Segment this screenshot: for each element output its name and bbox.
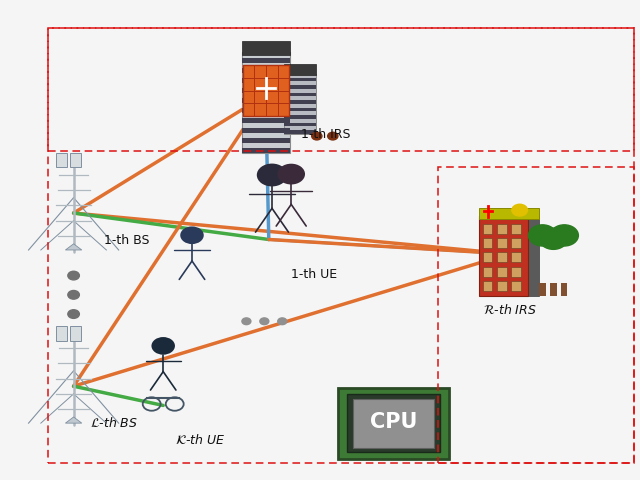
FancyBboxPatch shape bbox=[483, 224, 493, 234]
FancyBboxPatch shape bbox=[561, 284, 568, 297]
FancyBboxPatch shape bbox=[284, 79, 316, 82]
Bar bbox=[48, 29, 634, 151]
Text: 1-th BS: 1-th BS bbox=[104, 233, 150, 247]
Circle shape bbox=[278, 318, 287, 325]
Circle shape bbox=[328, 133, 338, 141]
Circle shape bbox=[260, 318, 269, 325]
FancyBboxPatch shape bbox=[242, 59, 289, 63]
Polygon shape bbox=[65, 417, 82, 423]
Circle shape bbox=[257, 164, 287, 187]
FancyBboxPatch shape bbox=[242, 109, 289, 113]
FancyBboxPatch shape bbox=[70, 326, 81, 341]
FancyBboxPatch shape bbox=[284, 86, 316, 89]
FancyBboxPatch shape bbox=[540, 284, 546, 297]
Text: $\mathcal{R}$-th IRS: $\mathcal{R}$-th IRS bbox=[483, 302, 537, 317]
FancyBboxPatch shape bbox=[284, 101, 316, 104]
FancyBboxPatch shape bbox=[353, 399, 434, 448]
Text: $\mathcal{K}$-th UE: $\mathcal{K}$-th UE bbox=[175, 432, 225, 446]
FancyBboxPatch shape bbox=[242, 99, 289, 104]
FancyBboxPatch shape bbox=[497, 239, 507, 249]
FancyBboxPatch shape bbox=[242, 79, 289, 84]
Bar bbox=[438, 168, 634, 463]
Circle shape bbox=[68, 310, 79, 319]
Circle shape bbox=[68, 291, 79, 300]
Text: $\mathcal{L}$-th BS: $\mathcal{L}$-th BS bbox=[90, 415, 138, 430]
FancyBboxPatch shape bbox=[550, 284, 557, 297]
FancyBboxPatch shape bbox=[242, 89, 289, 94]
Circle shape bbox=[152, 337, 175, 355]
FancyBboxPatch shape bbox=[479, 208, 539, 219]
FancyBboxPatch shape bbox=[511, 224, 521, 234]
Circle shape bbox=[68, 272, 79, 280]
FancyBboxPatch shape bbox=[284, 131, 316, 134]
FancyBboxPatch shape bbox=[284, 94, 316, 97]
FancyBboxPatch shape bbox=[242, 129, 289, 133]
FancyBboxPatch shape bbox=[242, 139, 289, 144]
Circle shape bbox=[512, 205, 527, 216]
FancyBboxPatch shape bbox=[483, 252, 493, 263]
Circle shape bbox=[540, 229, 568, 250]
FancyBboxPatch shape bbox=[284, 124, 316, 127]
Text: CPU: CPU bbox=[370, 411, 417, 432]
Text: 1-th UE: 1-th UE bbox=[291, 267, 337, 280]
FancyBboxPatch shape bbox=[497, 224, 507, 234]
FancyBboxPatch shape bbox=[242, 53, 289, 154]
FancyBboxPatch shape bbox=[70, 153, 81, 168]
FancyBboxPatch shape bbox=[528, 216, 539, 297]
FancyBboxPatch shape bbox=[511, 267, 521, 277]
FancyBboxPatch shape bbox=[284, 108, 316, 112]
FancyBboxPatch shape bbox=[483, 281, 493, 291]
Polygon shape bbox=[65, 244, 82, 251]
FancyBboxPatch shape bbox=[511, 252, 521, 263]
FancyBboxPatch shape bbox=[483, 239, 493, 249]
Circle shape bbox=[180, 227, 204, 245]
FancyBboxPatch shape bbox=[284, 65, 316, 76]
FancyBboxPatch shape bbox=[497, 281, 507, 291]
Text: 1-th IRS: 1-th IRS bbox=[301, 128, 350, 141]
FancyBboxPatch shape bbox=[243, 66, 289, 117]
Circle shape bbox=[312, 133, 322, 141]
FancyBboxPatch shape bbox=[56, 153, 67, 168]
FancyBboxPatch shape bbox=[497, 252, 507, 263]
Circle shape bbox=[242, 318, 251, 325]
FancyBboxPatch shape bbox=[242, 42, 289, 56]
FancyBboxPatch shape bbox=[56, 326, 67, 341]
FancyBboxPatch shape bbox=[242, 69, 289, 73]
FancyBboxPatch shape bbox=[483, 267, 493, 277]
FancyBboxPatch shape bbox=[242, 119, 289, 123]
FancyBboxPatch shape bbox=[338, 388, 449, 459]
FancyBboxPatch shape bbox=[511, 281, 521, 291]
FancyBboxPatch shape bbox=[284, 116, 316, 120]
FancyBboxPatch shape bbox=[479, 216, 528, 297]
FancyBboxPatch shape bbox=[284, 75, 316, 134]
FancyBboxPatch shape bbox=[242, 149, 289, 154]
FancyBboxPatch shape bbox=[497, 267, 507, 277]
Circle shape bbox=[529, 226, 557, 247]
FancyBboxPatch shape bbox=[347, 395, 440, 452]
Circle shape bbox=[550, 226, 579, 247]
FancyBboxPatch shape bbox=[511, 239, 521, 249]
Circle shape bbox=[277, 164, 305, 185]
